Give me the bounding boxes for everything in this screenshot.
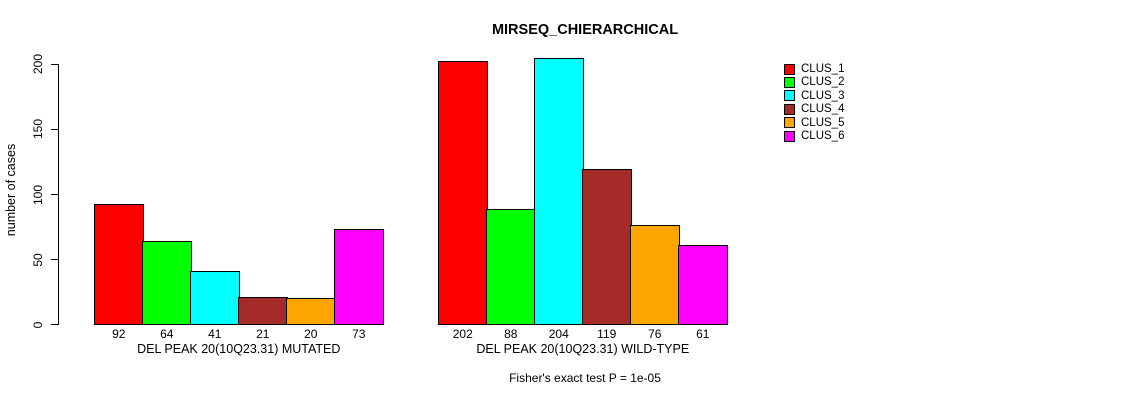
y-tick-label: 100 xyxy=(31,184,45,205)
legend-entry: CLUS_6 xyxy=(784,130,844,142)
legend-label: CLUS_6 xyxy=(801,130,845,142)
legend-label: CLUS_3 xyxy=(801,89,845,102)
y-tick-mark xyxy=(51,323,58,326)
legend-label: CLUS_1 xyxy=(801,63,845,75)
bar xyxy=(190,270,240,326)
footnote: Fisher's exact test P = 1e-05 xyxy=(509,371,661,385)
legend-color-swatch xyxy=(784,63,795,75)
bar-value-label: 20 xyxy=(304,326,318,341)
bar-value-label: 64 xyxy=(160,326,174,341)
legend-color-swatch xyxy=(784,117,795,129)
bar-value-label: 73 xyxy=(352,326,366,341)
y-tick-label: 50 xyxy=(31,252,45,267)
bar xyxy=(630,225,680,326)
y-tick-label: 0 xyxy=(31,321,45,328)
legend-entry: CLUS_1 xyxy=(784,63,844,75)
bar xyxy=(582,169,632,326)
bar xyxy=(238,296,288,326)
bar-value-label: 204 xyxy=(548,326,569,341)
legend-label: CLUS_2 xyxy=(801,76,845,89)
y-tick-mark xyxy=(51,258,58,261)
bar xyxy=(438,61,488,326)
bar-value-label: 92 xyxy=(112,326,126,341)
bar xyxy=(486,209,536,326)
y-tick-label: 150 xyxy=(31,119,45,140)
bar xyxy=(142,240,192,326)
y-axis-line xyxy=(57,63,59,326)
bar-value-label: 88 xyxy=(504,326,518,341)
bar xyxy=(534,58,584,326)
legend-color-swatch xyxy=(784,90,795,102)
bar-value-label: 61 xyxy=(696,326,710,341)
bar-value-label: 21 xyxy=(256,326,270,341)
bar-value-label: 119 xyxy=(597,326,617,341)
legend-color-swatch xyxy=(784,103,795,115)
legend-entry: CLUS_4 xyxy=(784,103,844,115)
y-tick-label: 200 xyxy=(31,54,45,75)
x-axis-group-label: DEL PEAK 20(10Q23.31) WILD-TYPE xyxy=(476,341,690,356)
legend-color-swatch xyxy=(784,130,795,142)
chart-title: MIRSEQ_CHIERARCHICAL xyxy=(491,22,679,38)
x-axis-group-label: DEL PEAK 20(10Q23.31) MUTATED xyxy=(137,341,341,356)
legend-entry: CLUS_3 xyxy=(784,90,844,102)
bar-value-label: 41 xyxy=(208,326,222,341)
y-tick-mark xyxy=(51,63,58,66)
y-tick-mark xyxy=(51,128,58,131)
bar xyxy=(678,244,728,326)
legend-entry: CLUS_5 xyxy=(784,117,844,129)
y-tick-mark xyxy=(51,193,58,196)
bar-value-label: 202 xyxy=(452,326,473,341)
bar xyxy=(286,297,336,326)
bar-value-label: 76 xyxy=(648,326,662,341)
legend-label: CLUS_4 xyxy=(801,103,845,116)
legend-color-swatch xyxy=(784,76,795,88)
bar xyxy=(334,228,384,326)
legend-label: CLUS_5 xyxy=(801,116,845,129)
y-axis-label: number of cases xyxy=(4,143,18,237)
legend-entry: CLUS_2 xyxy=(784,76,844,88)
bar xyxy=(94,204,144,326)
